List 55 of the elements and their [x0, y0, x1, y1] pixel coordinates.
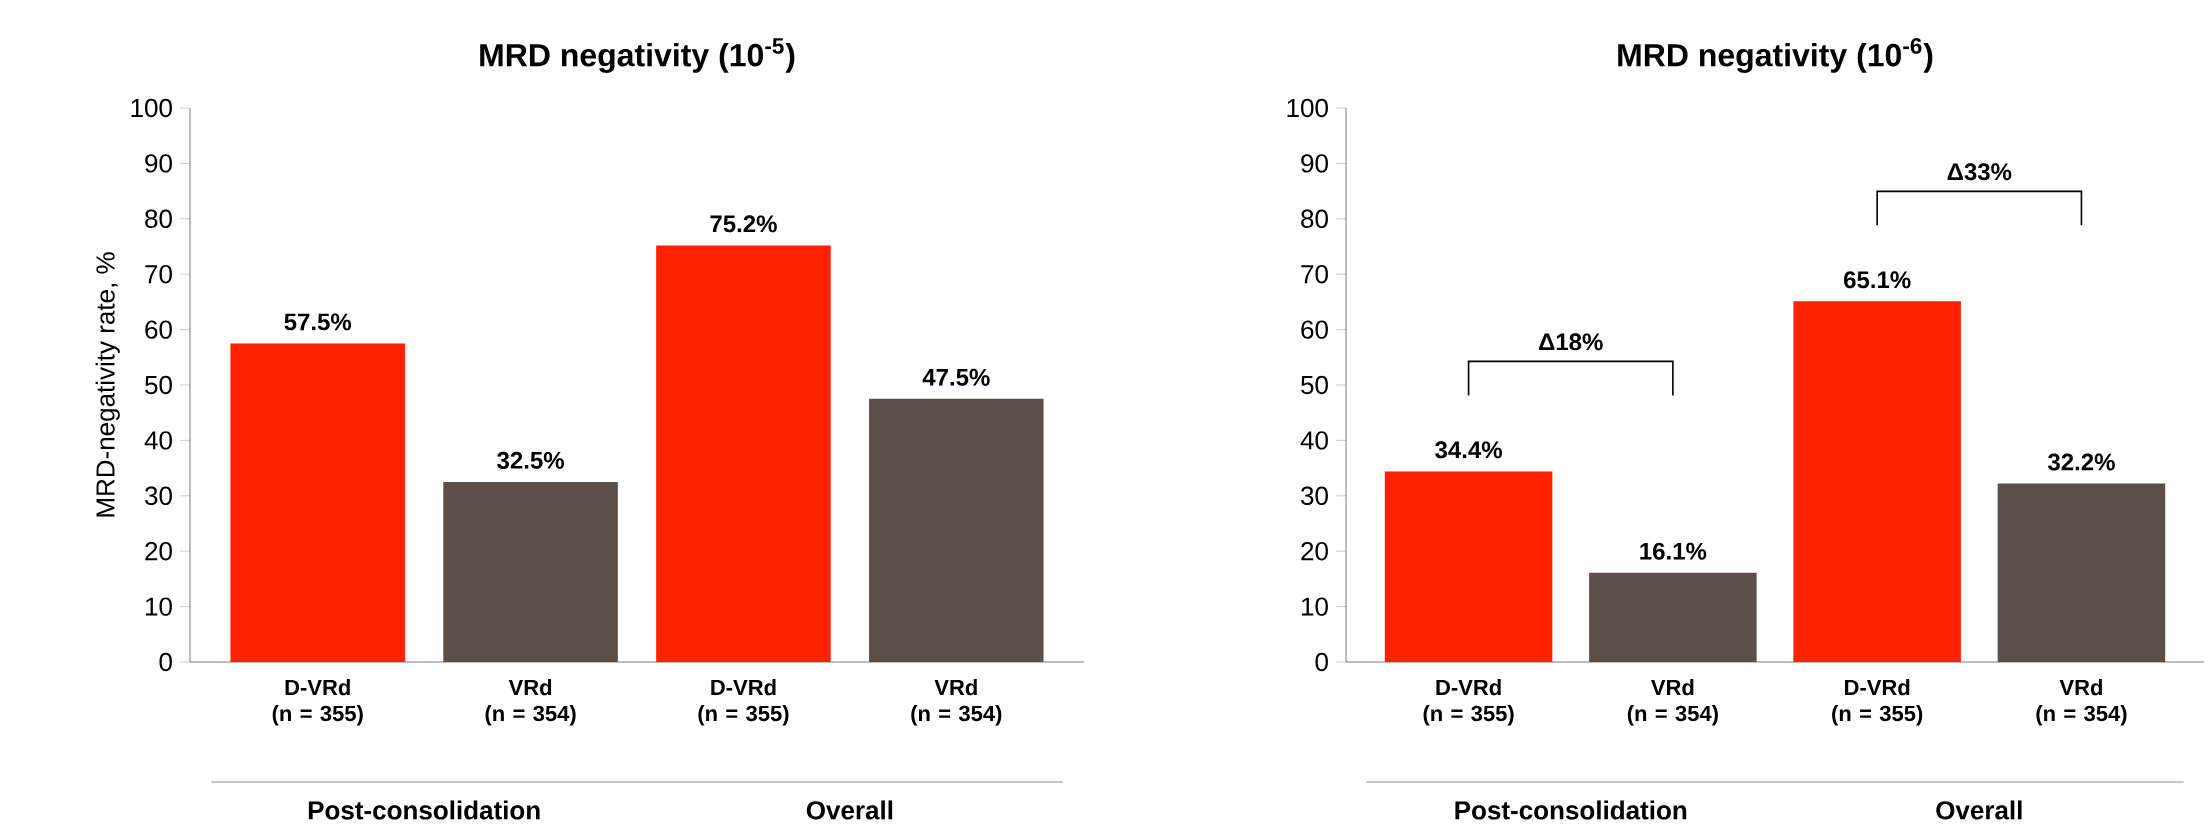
y-tick-label: 0 [159, 652, 172, 672]
y-tick-label: 30 [1301, 486, 1328, 505]
bar [869, 398, 1044, 662]
text: Overall [806, 800, 893, 820]
bar [1589, 572, 1757, 662]
data-label: 32.2% [2047, 453, 2115, 471]
y-tick-label: 20 [145, 541, 172, 561]
data-label: 32.5% [497, 451, 564, 469]
y-tick-label: 80 [1301, 209, 1328, 228]
data-label: 34.4% [1435, 441, 1502, 459]
annotation: Δ18% [1539, 333, 1603, 351]
x-tick-label: VRd (n = 354) [911, 679, 1002, 726]
y-tick-label: 100 [1287, 98, 1328, 118]
data-label: 47.5% [922, 368, 990, 386]
y-tick-label: 60 [1301, 320, 1328, 339]
y-tick-label: 90 [145, 154, 172, 173]
data-label: 65.1% [1844, 271, 1911, 289]
bar [1997, 483, 2166, 662]
x-tick-label: D-VRd (n = 355) [1832, 679, 1923, 726]
y-tick-label: 100 [131, 98, 172, 118]
x-tick-label: VRd (n = 354) [1627, 679, 1718, 726]
chart-title: MRD negativity (10$^{-6}$) [1618, 37, 1933, 73]
chart-title: MRD negativity (10$^{-5}$) [480, 38, 795, 73]
x-tick-label: D-VRd (n = 355) [698, 679, 789, 726]
bar [656, 245, 831, 662]
y-tick-label: 70 [145, 264, 172, 284]
y-tick-label: 40 [1300, 431, 1328, 450]
x-tick-label: D-VRd (n = 355) [272, 679, 363, 726]
y-axis-title: MRD-negativity rate, % [95, 252, 120, 517]
data-label: 75.2% [710, 215, 777, 233]
bar [230, 343, 405, 662]
y-tick-label: 70 [1301, 264, 1328, 284]
y-tick-label: 60 [145, 320, 172, 339]
x-tick-label: VRd (n = 354) [2036, 679, 2127, 726]
y-tick-label: 80 [145, 209, 172, 228]
y-tick-label: 40 [144, 431, 172, 450]
y-tick-label: 30 [145, 486, 172, 505]
x-tick-label: VRd (n = 354) [485, 679, 576, 726]
bar [443, 481, 618, 662]
text: Overall [1936, 800, 2022, 820]
bar [1793, 301, 1961, 662]
y-tick-label: 50 [145, 375, 172, 395]
annotation: Δ33% [1947, 163, 2012, 181]
bar [1384, 471, 1553, 662]
y-tick-label: 90 [1301, 154, 1328, 173]
y-tick-label: 20 [1301, 541, 1328, 561]
y-tick-label: 10 [1302, 597, 1328, 616]
x-tick-label: D-VRd (n = 355) [1423, 679, 1514, 726]
data-label: 16.1% [1640, 542, 1707, 560]
data-label: 57.5% [284, 313, 352, 331]
y-tick-label: 0 [1315, 652, 1328, 672]
text: Post-consolidation [308, 800, 540, 820]
text: Post-consolidation [1455, 800, 1687, 820]
y-tick-label: 50 [1301, 375, 1328, 395]
y-tick-label: 10 [146, 597, 172, 616]
